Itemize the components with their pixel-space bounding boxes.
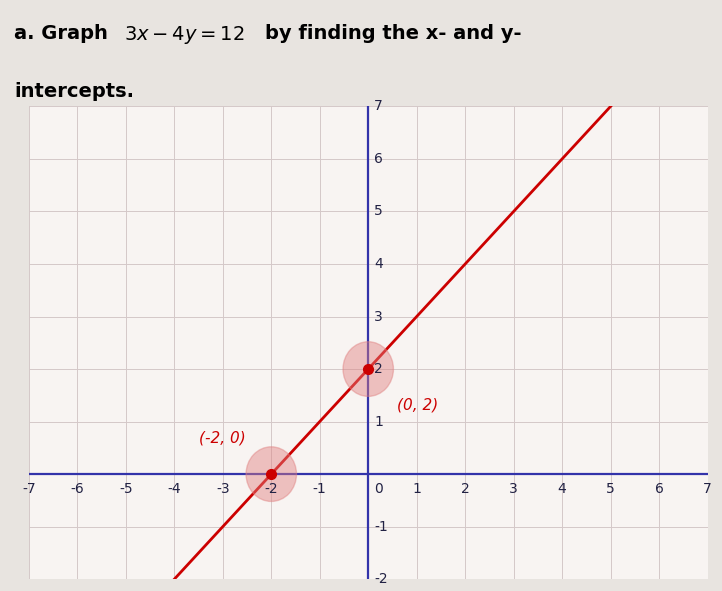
Text: $3x-4y=12$: $3x-4y=12$	[124, 24, 245, 46]
Text: 2: 2	[374, 362, 383, 376]
Text: (0, 2): (0, 2)	[397, 398, 438, 413]
Text: -6: -6	[71, 482, 84, 496]
Text: -1: -1	[313, 482, 326, 496]
Text: 2: 2	[461, 482, 469, 496]
Circle shape	[343, 342, 393, 397]
Text: 7: 7	[703, 482, 712, 496]
Text: 3: 3	[509, 482, 518, 496]
Text: 4: 4	[374, 257, 383, 271]
Text: intercepts.: intercepts.	[14, 82, 134, 101]
Text: -3: -3	[216, 482, 230, 496]
Text: by finding the x- and y-: by finding the x- and y-	[266, 24, 522, 43]
Text: 1: 1	[412, 482, 421, 496]
Text: a. Graph: a. Graph	[14, 24, 108, 43]
Text: (-2, 0): (-2, 0)	[199, 430, 245, 445]
Text: 5: 5	[606, 482, 615, 496]
Text: 0: 0	[374, 482, 383, 496]
Text: 6: 6	[374, 152, 383, 166]
Text: 3: 3	[374, 310, 383, 323]
Text: 1: 1	[374, 414, 383, 428]
Text: -4: -4	[168, 482, 181, 496]
Text: 4: 4	[558, 482, 567, 496]
Text: 7: 7	[374, 99, 383, 113]
Text: 6: 6	[655, 482, 664, 496]
Text: -2: -2	[264, 482, 278, 496]
Circle shape	[246, 447, 297, 501]
Text: -7: -7	[22, 482, 35, 496]
Text: -2: -2	[374, 572, 388, 586]
Text: 5: 5	[374, 204, 383, 219]
Text: -1: -1	[374, 519, 388, 534]
Text: -5: -5	[119, 482, 133, 496]
